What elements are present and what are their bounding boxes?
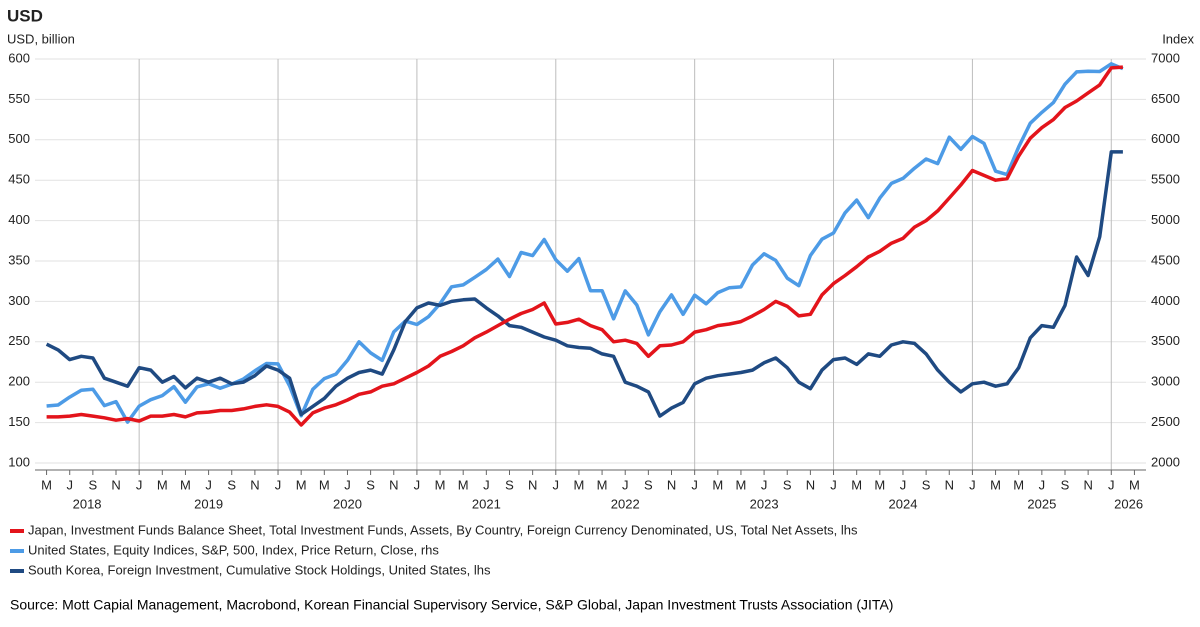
x-tick-label: M	[874, 477, 885, 492]
y2-tick-label: 6000	[1151, 131, 1180, 146]
x-tick-label: N	[111, 477, 120, 492]
y2-tick-label: 5000	[1151, 212, 1180, 227]
legend-label: Japan, Investment Funds Balance Sheet, T…	[28, 522, 858, 537]
legend-label: South Korea, Foreign Investment, Cumulat…	[28, 562, 491, 577]
y-tick-label: 600	[8, 50, 30, 65]
x-tick-label: M	[319, 477, 330, 492]
y-tick-label: 450	[8, 172, 30, 187]
x-tick-label: J	[1108, 477, 1115, 492]
y-tick-label: 150	[8, 414, 30, 429]
y-tick-label: 500	[8, 131, 30, 146]
y2-tick-label: 2000	[1151, 454, 1180, 469]
year-label: 2024	[889, 496, 918, 511]
x-tick-label: M	[157, 477, 168, 492]
x-tick-label: N	[528, 477, 537, 492]
y2-tick-label: 7000	[1151, 50, 1180, 65]
x-tick-label: J	[344, 477, 351, 492]
x-tick-label: N	[806, 477, 815, 492]
x-tick-label: S	[922, 477, 931, 492]
y-tick-label: 300	[8, 293, 30, 308]
series-line	[46, 62, 1124, 424]
x-tick-label: M	[574, 477, 585, 492]
x-tick-label: J	[414, 477, 421, 492]
y2-tick-label: 2500	[1151, 414, 1180, 429]
chart-title: USD	[7, 6, 43, 25]
x-tick-label: J	[900, 477, 907, 492]
y-tick-label: 400	[8, 212, 30, 227]
x-tick-label: J	[691, 477, 698, 492]
year-label: 2019	[194, 496, 223, 511]
x-tick-label: M	[712, 477, 723, 492]
year-label: 2020	[333, 496, 362, 511]
y2-axis-label: Index	[1162, 31, 1194, 46]
x-tick-label: N	[389, 477, 398, 492]
year-label: 2025	[1027, 496, 1056, 511]
year-label: 2022	[611, 496, 640, 511]
y-tick-label: 550	[8, 91, 30, 106]
legend-label: United States, Equity Indices, S&P, 500,…	[28, 542, 439, 557]
y-tick-label: 350	[8, 252, 30, 267]
source: Source: Mott Capial Management, Macrobon…	[10, 597, 893, 613]
x-tick-label: M	[41, 477, 52, 492]
x-tick-label: J	[969, 477, 976, 492]
x-tick-label: J	[66, 477, 73, 492]
x-tick-label: N	[945, 477, 954, 492]
year-label: 2018	[73, 496, 102, 511]
y2-tick-label: 6500	[1151, 91, 1180, 106]
x-tick-label: J	[136, 477, 143, 492]
x-tick-label: J	[275, 477, 282, 492]
x-tick-label: M	[990, 477, 1001, 492]
y-axis-label: USD, billion	[7, 31, 75, 46]
x-tick-label: J	[1039, 477, 1046, 492]
year-label: 2023	[750, 496, 779, 511]
year-label: 2021	[472, 496, 501, 511]
x-tick-label: J	[830, 477, 837, 492]
x-tick-label: S	[783, 477, 792, 492]
y2-tick-label: 3500	[1151, 333, 1180, 348]
x-tick-label: S	[227, 477, 236, 492]
x-tick-label: J	[483, 477, 490, 492]
x-tick-label: N	[250, 477, 259, 492]
x-tick-label: M	[180, 477, 191, 492]
x-tick-label: J	[622, 477, 629, 492]
x-tick-label: J	[205, 477, 212, 492]
x-tick-label: S	[89, 477, 98, 492]
year-label: 2026	[1114, 496, 1143, 511]
x-tick-label: M	[851, 477, 862, 492]
y-tick-label: 100	[8, 454, 30, 469]
x-tick-label: S	[644, 477, 653, 492]
x-tick-label: M	[435, 477, 446, 492]
x-tick-label: S	[366, 477, 375, 492]
y-tick-label: 250	[8, 333, 30, 348]
series-line	[46, 65, 1124, 427]
x-tick-label: J	[761, 477, 768, 492]
x-tick-label: J	[553, 477, 560, 492]
y2-tick-label: 3000	[1151, 374, 1180, 389]
x-tick-label: M	[296, 477, 307, 492]
y2-tick-label: 5500	[1151, 172, 1180, 187]
series-line	[45, 150, 1123, 418]
y2-tick-label: 4500	[1151, 252, 1180, 267]
x-tick-label: M	[736, 477, 747, 492]
x-tick-label: M	[597, 477, 608, 492]
y-tick-label: 200	[8, 374, 30, 389]
x-tick-label: M	[458, 477, 469, 492]
x-tick-label: M	[1013, 477, 1024, 492]
x-tick-label: S	[505, 477, 514, 492]
x-tick-label: N	[1083, 477, 1092, 492]
x-tick-label: N	[667, 477, 676, 492]
y2-tick-label: 4000	[1151, 293, 1180, 308]
x-tick-label: S	[1061, 477, 1070, 492]
x-tick-label: M	[1129, 477, 1140, 492]
